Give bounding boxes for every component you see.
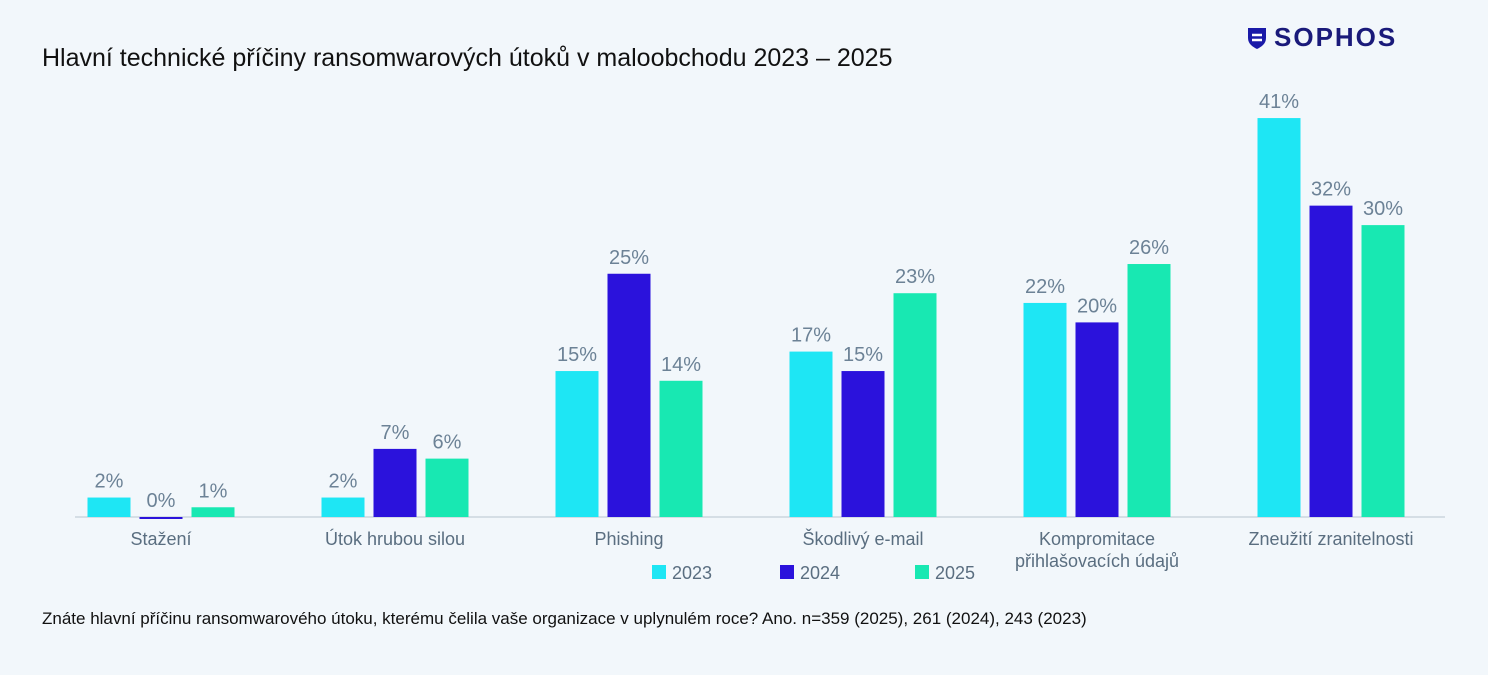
bar	[87, 497, 131, 517]
x-tick-label: Škodlivý e-mail	[802, 529, 924, 549]
legend-swatch	[780, 565, 794, 579]
value-label: 1%	[199, 480, 228, 502]
value-label: 7%	[381, 422, 410, 444]
bar	[373, 448, 417, 517]
value-label: 41%	[1259, 91, 1299, 113]
value-label: 26%	[1129, 237, 1169, 259]
value-label: 30%	[1363, 198, 1403, 220]
bar	[1127, 264, 1171, 517]
value-label: 20%	[1077, 295, 1117, 317]
bar	[789, 351, 833, 517]
value-label: 15%	[843, 344, 883, 366]
value-label: 14%	[661, 354, 701, 376]
value-label: 0%	[147, 490, 176, 512]
bar	[1309, 205, 1353, 517]
logo-icon	[1248, 27, 1266, 49]
legend-label: 2025	[935, 563, 975, 583]
x-tick-label: Útok hrubou silou	[324, 529, 466, 549]
bar	[321, 497, 365, 517]
bar	[1023, 302, 1067, 517]
bar	[607, 273, 651, 517]
x-tick-label: Kompromitace přihlašovacích údajů	[1014, 529, 1180, 571]
bar	[841, 371, 885, 517]
value-label: 17%	[791, 325, 831, 347]
value-label: 2%	[95, 471, 124, 493]
bar	[893, 293, 937, 517]
legend-label: 2023	[672, 563, 712, 583]
bar	[1257, 118, 1301, 517]
legend-label: 2024	[800, 563, 840, 583]
value-label: 25%	[609, 247, 649, 269]
value-label: 23%	[895, 266, 935, 288]
legend-swatch	[915, 565, 929, 579]
x-tick-label: Zneužití zranitelnosti	[1248, 529, 1414, 549]
bar	[659, 380, 703, 517]
value-label: 32%	[1311, 179, 1351, 201]
value-label: 6%	[433, 432, 462, 454]
bar	[1361, 225, 1405, 517]
bar	[191, 507, 235, 517]
logo: SOPHOS	[1246, 22, 1397, 53]
value-label: 2%	[329, 471, 358, 493]
footnote: Znáte hlavní příčinu ransomwarového útok…	[42, 609, 1087, 628]
bar	[555, 371, 599, 517]
value-label: 22%	[1025, 276, 1065, 298]
legend-swatch	[652, 565, 666, 579]
chart-title: Hlavní technické příčiny ransomwarových …	[42, 44, 893, 72]
bar	[139, 517, 183, 519]
x-tick-label: Stažení	[130, 529, 192, 549]
bar	[1075, 322, 1119, 517]
value-label: 15%	[557, 344, 597, 366]
bar	[425, 458, 469, 517]
logo-text: SOPHOS	[1274, 22, 1398, 52]
x-tick-label: Phishing	[594, 529, 664, 549]
